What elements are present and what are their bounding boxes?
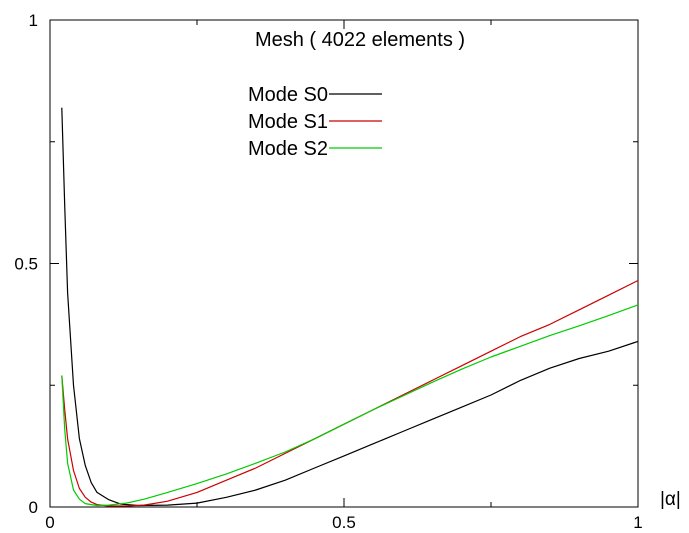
plot-border (49, 19, 639, 508)
series-line-mode-s0 (61, 107, 639, 507)
chart-title: Mesh ( 4022 elements ) (255, 29, 465, 51)
axis-ticks: 0 0.5 1 0 0.5 1 (14, 11, 642, 532)
series-line-mode-s2 (61, 304, 639, 507)
legend: Mode S0 Mode S1 Mode S2 (248, 84, 382, 160)
y-tick-label: 0.5 (14, 255, 38, 274)
x-tick-label: 1 (633, 513, 642, 532)
series-line-mode-s1 (61, 279, 639, 507)
x-tick-label: 0 (45, 513, 54, 532)
series-lines (61, 107, 639, 507)
legend-label: Mode S0 (248, 84, 328, 106)
legend-label: Mode S2 (248, 138, 328, 160)
x-tick-label: 0.5 (332, 513, 356, 532)
legend-label: Mode S1 (248, 111, 328, 133)
y-tick-label: 1 (29, 11, 38, 30)
x-axis-label: |α| (660, 489, 681, 510)
y-tick-label: 0 (29, 498, 38, 517)
plot-frame (49, 19, 639, 508)
